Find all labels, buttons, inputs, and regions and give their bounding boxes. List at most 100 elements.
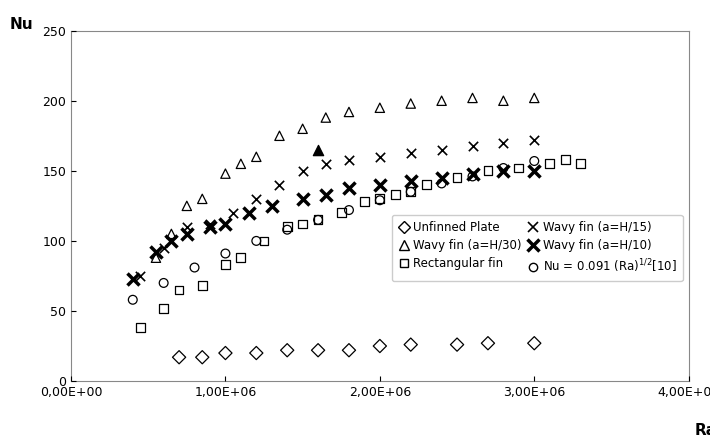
Point xyxy=(482,340,493,347)
Point xyxy=(204,221,216,228)
Point xyxy=(197,354,208,361)
Point xyxy=(528,167,540,174)
Point xyxy=(158,305,169,312)
Point xyxy=(405,177,416,184)
Point xyxy=(251,195,262,202)
Point xyxy=(135,272,146,279)
Point xyxy=(281,347,293,354)
Point xyxy=(390,191,401,198)
Point xyxy=(258,237,270,244)
Point xyxy=(528,95,540,102)
Point xyxy=(127,296,138,303)
Point xyxy=(220,170,231,177)
Point xyxy=(312,216,324,223)
Point xyxy=(297,167,308,174)
Point xyxy=(281,226,293,233)
Text: Ra: Ra xyxy=(695,423,710,438)
Point xyxy=(575,160,586,167)
Point xyxy=(251,237,262,244)
Point xyxy=(344,184,355,191)
Legend: Unfinned Plate, Wavy fin (a=H/30), Rectangular fin, Wavy fin (a=H/15), Wavy fin : Unfinned Plate, Wavy fin (a=H/30), Recta… xyxy=(392,215,683,281)
Point xyxy=(297,125,308,132)
Point xyxy=(374,153,386,160)
Point xyxy=(151,249,162,256)
Point xyxy=(312,347,324,354)
Point xyxy=(498,165,509,172)
Point xyxy=(165,230,177,237)
Point xyxy=(281,223,293,230)
Point xyxy=(405,341,416,348)
Point xyxy=(227,209,239,216)
Point xyxy=(197,282,208,289)
Point xyxy=(297,195,308,202)
Point xyxy=(374,195,386,202)
Point xyxy=(420,181,432,188)
Point xyxy=(528,137,540,144)
Point xyxy=(312,146,324,153)
Point xyxy=(320,114,332,121)
Point xyxy=(467,142,479,149)
Point xyxy=(127,275,138,282)
Point xyxy=(266,202,278,209)
Point xyxy=(405,188,416,195)
Point xyxy=(320,191,332,198)
Point xyxy=(436,97,447,104)
Point xyxy=(467,173,479,180)
Point xyxy=(165,237,177,244)
Point xyxy=(405,149,416,156)
Point xyxy=(220,350,231,357)
Point xyxy=(243,209,254,216)
Point xyxy=(452,174,463,181)
Point xyxy=(374,104,386,111)
Point xyxy=(498,167,509,174)
Point xyxy=(405,188,416,195)
Point xyxy=(204,223,216,230)
Point xyxy=(151,254,162,261)
Point xyxy=(344,347,355,354)
Point xyxy=(274,132,285,139)
Point xyxy=(528,158,540,165)
Point xyxy=(467,95,479,102)
Point xyxy=(374,181,386,188)
Point xyxy=(467,170,479,177)
Point xyxy=(274,181,285,188)
Point xyxy=(344,156,355,163)
Point xyxy=(220,221,231,228)
Point xyxy=(405,100,416,107)
Point xyxy=(374,197,386,204)
Point xyxy=(436,146,447,153)
Point xyxy=(181,202,192,209)
Point xyxy=(220,250,231,257)
Point xyxy=(158,244,169,251)
Point xyxy=(297,221,308,228)
Point xyxy=(135,324,146,331)
Point xyxy=(235,160,246,167)
Point xyxy=(359,198,370,205)
Point xyxy=(544,160,555,167)
Point xyxy=(336,209,347,216)
Point xyxy=(173,354,185,361)
Point xyxy=(498,97,509,104)
Point xyxy=(181,230,192,237)
Point xyxy=(312,216,324,223)
Point xyxy=(235,254,246,261)
Point xyxy=(251,350,262,357)
Text: Nu: Nu xyxy=(9,17,33,32)
Point xyxy=(173,286,185,293)
Point xyxy=(220,261,231,268)
Point xyxy=(374,343,386,350)
Point xyxy=(452,341,463,348)
Point xyxy=(189,264,200,271)
Point xyxy=(436,180,447,187)
Point xyxy=(528,340,540,347)
Point xyxy=(158,279,169,286)
Point xyxy=(181,223,192,230)
Point xyxy=(482,167,493,174)
Point xyxy=(344,109,355,116)
Point xyxy=(559,156,571,163)
Point xyxy=(197,195,208,202)
Point xyxy=(251,153,262,160)
Point xyxy=(436,174,447,181)
Point xyxy=(513,165,525,172)
Point xyxy=(344,207,355,214)
